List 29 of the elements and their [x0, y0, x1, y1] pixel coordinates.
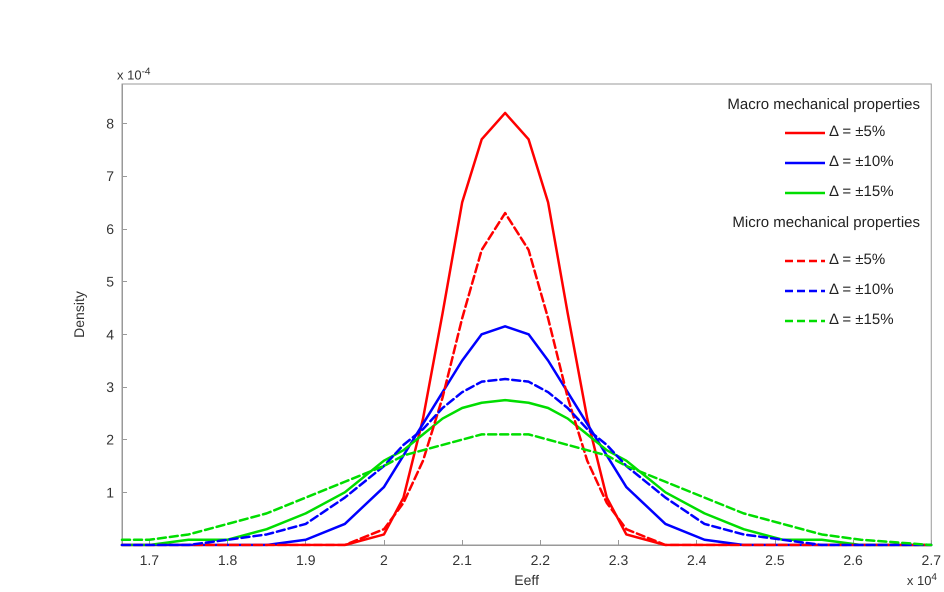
x-tick-label: 2.4	[686, 552, 707, 568]
legend-label: Δ = ±15%	[829, 183, 894, 200]
y-tick-label: 1	[106, 484, 114, 500]
x-axis-title: Eeff	[514, 572, 540, 588]
legend-label: Δ = ±15%	[829, 311, 894, 328]
x-tick-label: 2.5	[765, 552, 785, 568]
x-tick-label: 2.3	[608, 552, 628, 568]
legend-label: Δ = ±5%	[829, 123, 886, 140]
x-tick-label: 2.2	[530, 552, 550, 568]
y-tick-label: 7	[106, 168, 114, 184]
legend-label: Δ = ±10%	[829, 281, 894, 298]
annotation: Micro mechanical properties	[732, 214, 920, 231]
legend-title: Macro mechanical properties	[727, 96, 920, 113]
x-tick-label: 2.7	[922, 552, 942, 568]
x-tick-label: 2	[380, 552, 388, 568]
y-tick-label: 4	[106, 326, 114, 342]
y-tick-label: 5	[106, 274, 114, 290]
legend-label: Δ = ±5%	[829, 251, 886, 268]
y-tick-label: 8	[106, 116, 114, 132]
y-tick-label: 2	[106, 432, 114, 448]
x-tick-label: 1.9	[296, 552, 316, 568]
x-tick-label: 2.1	[452, 552, 472, 568]
x-tick-label: 1.8	[218, 552, 238, 568]
legend-label: Δ = ±10%	[829, 153, 894, 170]
y-tick-label: 3	[106, 378, 114, 395]
x-tick-label: 1.7	[140, 552, 160, 568]
y-tick-label: 6	[106, 220, 114, 237]
x-tick-label: 2.6	[843, 552, 864, 568]
y-axis-title: Density	[71, 291, 87, 338]
